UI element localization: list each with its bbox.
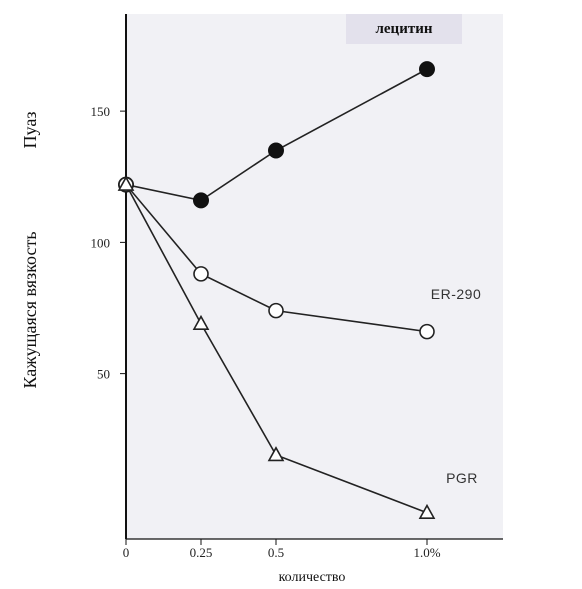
x-tick-label-1: 0.25 xyxy=(190,545,213,560)
tick-layer: 50 100 150 0 0.25 0.5 1.0% xyxy=(91,104,441,560)
point-lecithin-3 xyxy=(419,61,435,78)
point-pgr-0 xyxy=(117,175,135,191)
legend-box xyxy=(346,14,462,44)
series-line-er290 xyxy=(125,184,428,333)
legend-label-lecithin: лецитин xyxy=(375,21,432,37)
series-label-er290: ER-290 xyxy=(431,286,481,302)
series-label-pgr: PGR xyxy=(446,470,478,486)
point-pgr-1 xyxy=(192,314,210,330)
point-pgr-3 xyxy=(418,503,436,519)
y-tick-label-50: 50 xyxy=(97,367,110,382)
y-axis-unit: Пуаз xyxy=(20,112,40,149)
x-tick-label-0: 0 xyxy=(123,545,130,560)
x-axis-title: количество xyxy=(279,570,346,585)
y-axis-title: Кажущаяся вязкость xyxy=(20,231,40,388)
x-tick-label-3: 1.0% xyxy=(413,545,440,560)
point-er290-1 xyxy=(193,266,209,282)
point-pgr-2 xyxy=(267,446,285,462)
series-layer xyxy=(117,61,436,519)
series-line-pgr xyxy=(125,184,428,514)
plot-background xyxy=(126,14,503,539)
y-tick-label-150: 150 xyxy=(91,104,111,119)
point-lecithin-2 xyxy=(268,142,284,159)
point-er290-2 xyxy=(268,302,284,319)
x-tick-label-2: 0.5 xyxy=(268,545,284,560)
series-line-lecithin xyxy=(125,68,428,202)
point-er290-3 xyxy=(419,323,435,340)
y-tick-label-100: 100 xyxy=(91,235,111,250)
point-lecithin-1 xyxy=(193,192,209,209)
